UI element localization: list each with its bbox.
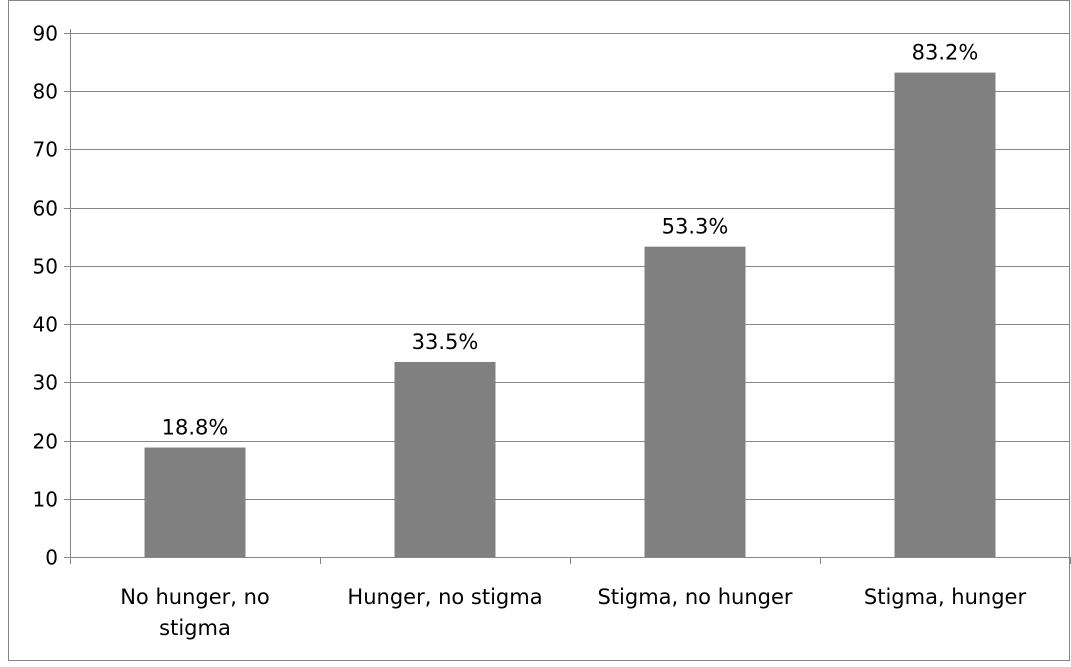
bars xyxy=(144,72,996,558)
y-tick-label-50: 50 xyxy=(33,255,58,279)
data-label-1: 18.8% xyxy=(162,416,229,440)
y-tick-label-30: 30 xyxy=(33,371,58,395)
y-tick-label-20: 20 xyxy=(33,430,58,454)
y-tick-label-80: 80 xyxy=(33,80,58,104)
x-tick-label-3: Stigma, no hunger xyxy=(597,585,792,609)
y-tick-labels: 0 10 20 30 40 50 60 70 80 90 xyxy=(33,22,58,570)
y-tick-label-90: 90 xyxy=(33,22,58,46)
chart-border xyxy=(8,0,1070,661)
axes xyxy=(64,29,1071,564)
data-labels: 18.8% 33.5% 53.3% 83.2% xyxy=(162,41,979,440)
x-tick-label-1-line-2: stigma xyxy=(159,616,231,640)
bar-4 xyxy=(894,72,996,557)
data-label-4: 83.2% xyxy=(912,41,979,65)
y-tick-label-10: 10 xyxy=(33,488,58,512)
data-label-2: 33.5% xyxy=(412,330,479,354)
bar-1 xyxy=(144,447,246,557)
y-tick-label-40: 40 xyxy=(33,313,58,337)
bar-3 xyxy=(644,246,746,558)
y-tick-label-60: 60 xyxy=(33,197,58,221)
y-tick-label-70: 70 xyxy=(33,138,58,162)
x-tick-label-1-line-1: No hunger, no xyxy=(120,585,270,609)
y-tick-label-0: 0 xyxy=(45,546,58,570)
x-tick-labels: No hunger, no stigma Hunger, no stigma Stig… xyxy=(120,585,1026,640)
x-tick-label-4: Stigma, hunger xyxy=(864,585,1027,609)
x-tick-label-2: Hunger, no stigma xyxy=(347,585,542,609)
data-label-3: 53.3% xyxy=(662,215,729,239)
bar-2 xyxy=(394,361,496,557)
